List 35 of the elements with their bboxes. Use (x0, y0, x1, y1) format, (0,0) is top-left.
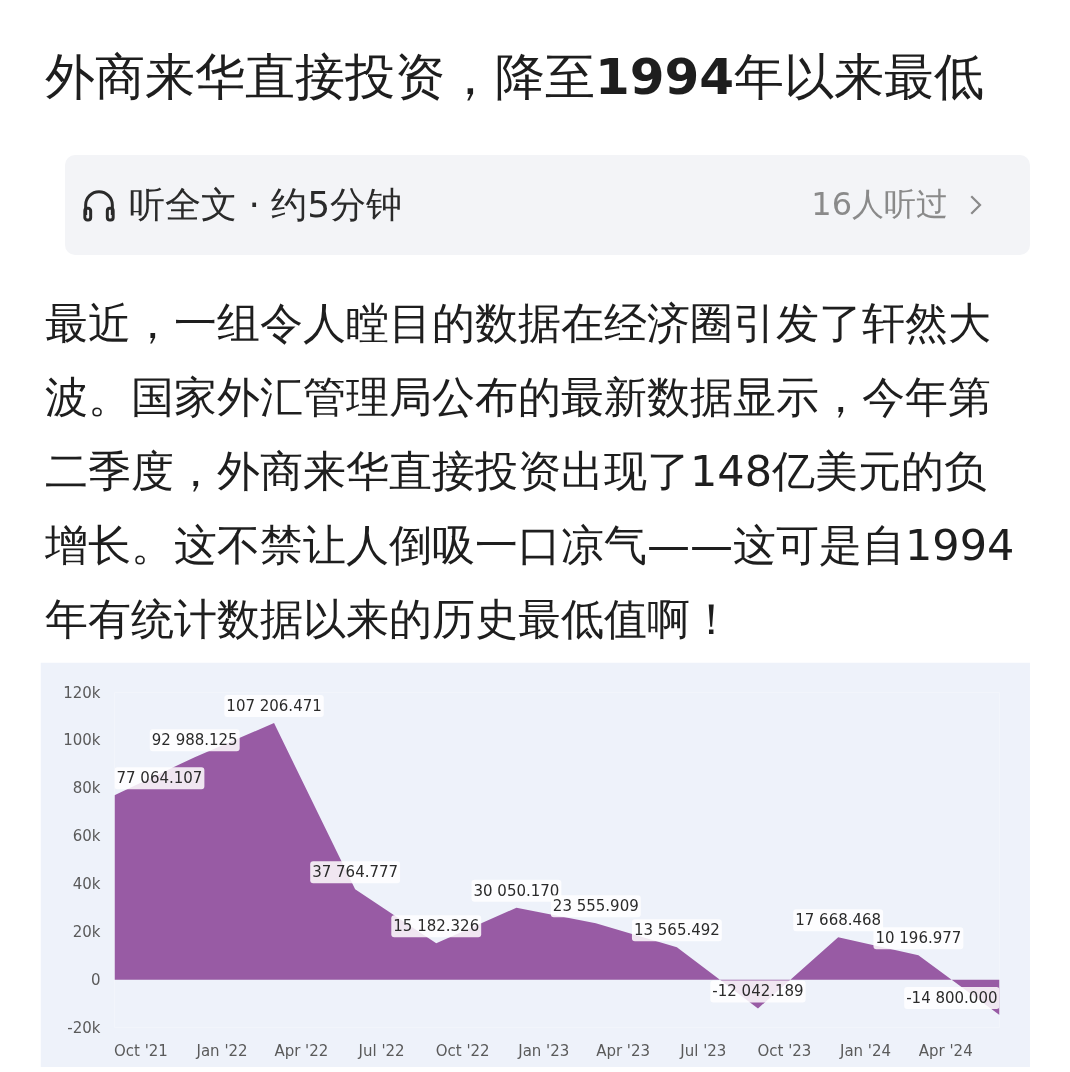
x-tick-label: Jan '22 (195, 1041, 248, 1060)
x-tick-label: Jan '24 (838, 1041, 892, 1060)
y-tick-label: 20k (72, 922, 101, 941)
data-label: 23 555.909 (552, 897, 639, 916)
text: 听全文 · 约5分钟 (129, 183, 403, 228)
y-tick-label: -20k (67, 1018, 101, 1037)
x-tick-label: Oct '23 (757, 1041, 812, 1060)
data-label: 13 565.492 (633, 921, 720, 940)
x-tick-label: Oct '21 (113, 1041, 168, 1060)
x-tick-label: Jan '23 (517, 1041, 570, 1060)
x-tick-label: Jul '22 (357, 1041, 405, 1060)
chart-title: 外商来华直接投资，降至1994年以来最低 (44, 47, 985, 108)
data-label: 107 206.471 (226, 697, 322, 716)
x-tick-label: Apr '22 (274, 1041, 329, 1060)
y-tick-label: 60k (72, 827, 101, 846)
y-tick-label: 100k (63, 731, 101, 750)
x-tick-label: Apr '23 (596, 1041, 651, 1060)
x-tick-label: Jul '23 (679, 1041, 727, 1060)
x-tick-label: Apr '24 (918, 1041, 973, 1060)
data-label: -14 800.000 (906, 989, 998, 1008)
data-label: 30 050.170 (473, 881, 560, 900)
data-label: -12 042.189 (712, 982, 804, 1001)
data-label: 17 668.468 (795, 911, 882, 930)
text: 16人听过 (811, 184, 948, 226)
y-tick-label: 120k (63, 683, 101, 702)
data-label: 15 182.326 (393, 917, 480, 936)
data-label: 77 064.107 (116, 769, 203, 788)
chart-subtitle: 最近，一组令人瞠目的数据在经济圈引发了轩然大波。国家外汇管理局公布的最新数据显示，今年第二季度，外商来华直接投资出现了148亿美元的负增长。这不禁让人倒吸一口凉气——这可是自1994年有统计数据以来的历史最低值啊！ (45, 297, 1015, 646)
y-tick-label: 80k (72, 779, 101, 798)
y-tick-label: 0 (90, 970, 101, 989)
data-label: 37 764.777 (312, 863, 399, 882)
data-label: 92 988.125 (151, 731, 238, 750)
y-tick-label: 40k (72, 874, 101, 893)
x-tick-label: Oct '22 (435, 1041, 490, 1060)
data-label: 10 196.977 (875, 929, 962, 948)
